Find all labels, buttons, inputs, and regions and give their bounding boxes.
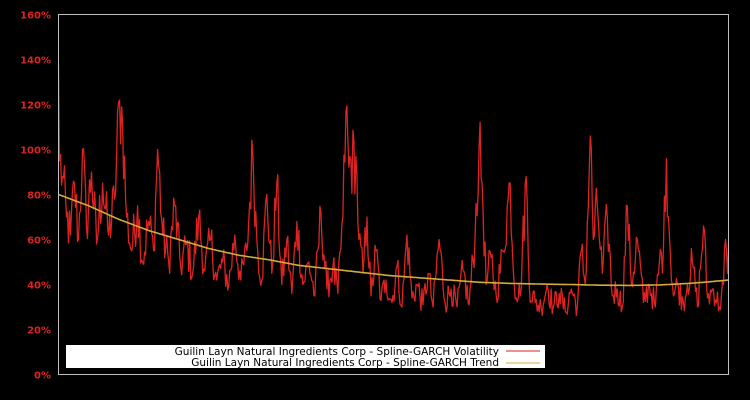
y-tick-label: 0% (34, 371, 51, 382)
plot-frame (58, 14, 729, 375)
plot-area (57, 63, 730, 317)
legend-label-trend: Guilin Layn Natural Ingredients Corp - S… (191, 357, 499, 369)
y-tick-label: 160% (20, 11, 51, 22)
y-tick-label: 40% (27, 281, 51, 292)
legend-label-volatility: Guilin Layn Natural Ingredients Corp - S… (175, 346, 499, 358)
y-tick-label: 120% (20, 101, 51, 112)
volatility-line (57, 63, 730, 317)
legend: Guilin Layn Natural Ingredients Corp - S… (66, 345, 545, 369)
y-tick-label: 100% (20, 146, 51, 157)
y-tick-label: 80% (27, 191, 51, 202)
y-tick-label: 140% (20, 56, 51, 67)
trend-line (58, 193, 729, 287)
legend-box (66, 345, 545, 368)
y-axis-ticks: 0% 20% 40% 60% 80% 100% 120% 140% 160% (20, 11, 51, 382)
y-tick-label: 20% (27, 326, 51, 337)
y-tick-label: 60% (27, 236, 51, 247)
